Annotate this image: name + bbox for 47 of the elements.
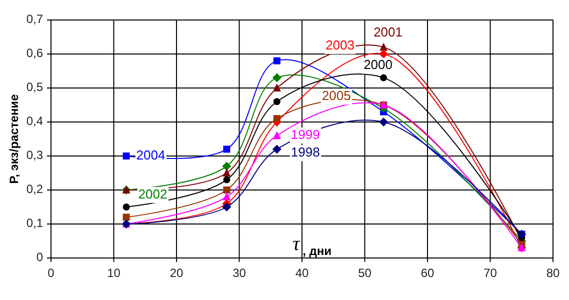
point xyxy=(122,152,130,160)
y-tick-label: 0,1 xyxy=(26,216,44,230)
point xyxy=(223,146,230,153)
point xyxy=(222,162,232,171)
point xyxy=(273,115,280,122)
y-tick-label: 0 xyxy=(36,250,44,264)
y-tick-label: 0,5 xyxy=(26,80,44,94)
x-tick-label: 10 xyxy=(107,266,121,280)
x-tick-label: 80 xyxy=(546,266,560,280)
y-tick-label: 0,6 xyxy=(26,46,44,60)
point xyxy=(222,202,232,212)
x-tick-label: 0 xyxy=(48,266,55,280)
y-tick-label: 0,3 xyxy=(26,148,44,162)
x-tick-label: 50 xyxy=(358,266,372,280)
point xyxy=(273,57,280,64)
series-label: 1999 xyxy=(290,127,320,142)
series-label: 2002 xyxy=(138,186,168,202)
x-tick-label: 60 xyxy=(420,266,434,280)
series-label: 2000 xyxy=(364,57,392,72)
x-tick-label: 40 xyxy=(295,266,309,280)
point xyxy=(379,50,388,58)
series-label: 2001 xyxy=(374,24,402,40)
point xyxy=(223,176,230,184)
point xyxy=(222,192,231,200)
series-label: 2003 xyxy=(326,37,354,52)
point xyxy=(380,74,388,82)
series-label: 2005 xyxy=(322,88,351,104)
point xyxy=(272,73,282,82)
point xyxy=(122,204,130,210)
y-tick-label: 0,2 xyxy=(26,182,44,196)
point xyxy=(272,131,281,140)
point xyxy=(379,118,388,126)
y-tick-label: 0,4 xyxy=(26,114,44,128)
x-tick-label: 30 xyxy=(232,266,246,280)
point xyxy=(273,98,280,106)
point xyxy=(223,186,230,194)
y-tick-label: 0,7 xyxy=(26,12,44,26)
point xyxy=(122,214,130,221)
x-tick-label: 70 xyxy=(484,266,498,280)
point xyxy=(222,168,231,176)
x-tick-label: 20 xyxy=(170,266,184,280)
series-label: 2004 xyxy=(136,147,166,162)
point xyxy=(272,144,282,154)
point xyxy=(380,42,388,51)
series-label: 1998 xyxy=(290,144,320,160)
y-axis-title: Р, экз/растение xyxy=(7,94,22,184)
point xyxy=(272,84,281,92)
